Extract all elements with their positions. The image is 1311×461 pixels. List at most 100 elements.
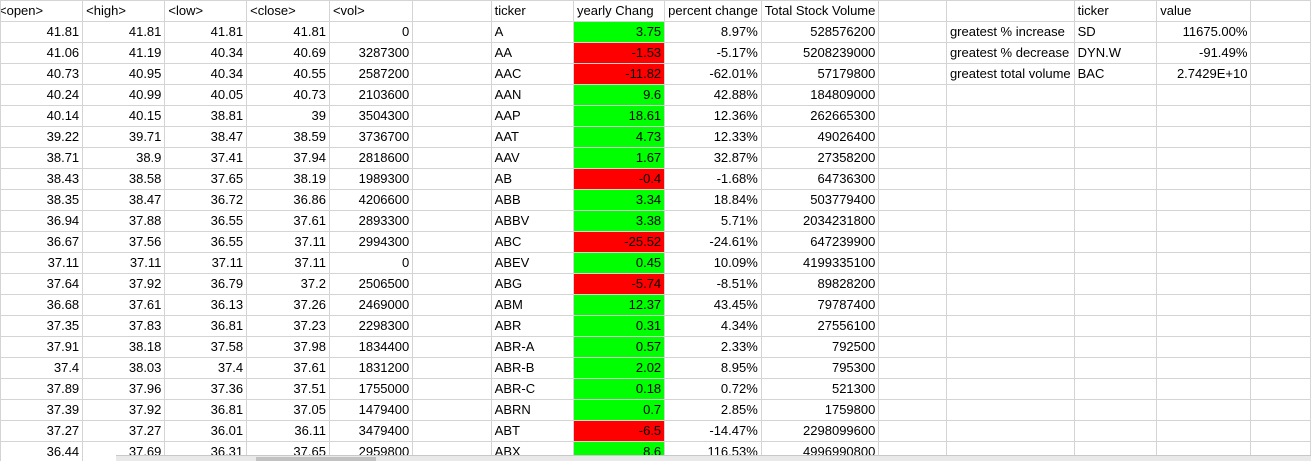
empty-cell[interactable] — [878, 273, 947, 295]
cell-vol[interactable]: 1479400 — [328, 399, 414, 421]
cell-percent-change[interactable]: 5.71% — [664, 210, 762, 232]
empty-cell[interactable] — [945, 399, 1075, 421]
horizontal-scrollbar[interactable] — [116, 455, 1311, 461]
empty-cell[interactable] — [1156, 105, 1252, 127]
empty-cell[interactable] — [412, 84, 492, 106]
cell-high[interactable]: 40.99 — [82, 84, 166, 106]
empty-cell[interactable] — [878, 357, 947, 379]
empty-cell[interactable] — [412, 0, 492, 22]
cell-total-volume[interactable]: 1759800 — [760, 399, 880, 421]
empty-cell[interactable] — [878, 210, 947, 232]
empty-cell[interactable] — [945, 189, 1075, 211]
empty-cell[interactable] — [945, 294, 1075, 316]
empty-cell[interactable] — [412, 252, 492, 274]
cell-open[interactable]: 40.24 — [0, 84, 84, 106]
cell-total-volume[interactable]: 521300 — [760, 378, 880, 400]
empty-cell[interactable] — [945, 357, 1075, 379]
empty-cell[interactable] — [1156, 273, 1252, 295]
empty-cell[interactable] — [1250, 420, 1311, 442]
header-summary-ticker[interactable]: ticker — [1073, 0, 1158, 22]
cell-open[interactable]: 37.27 — [0, 420, 84, 442]
cell-close[interactable]: 40.69 — [246, 42, 330, 64]
cell-yearly-change[interactable]: 3.38 — [572, 210, 666, 232]
cell-low[interactable]: 36.79 — [164, 273, 248, 295]
empty-cell[interactable] — [878, 315, 947, 337]
header-low[interactable]: <low> — [164, 0, 248, 22]
empty-cell[interactable] — [412, 399, 492, 421]
empty-cell[interactable] — [412, 21, 492, 43]
cell-open[interactable]: 37.4 — [0, 357, 84, 379]
empty-cell[interactable] — [878, 63, 947, 85]
empty-cell[interactable] — [412, 273, 492, 295]
cell-percent-change[interactable]: 2.85% — [664, 399, 762, 421]
empty-cell[interactable] — [878, 147, 947, 169]
header-yearly-change[interactable]: yearly Chang — [572, 0, 666, 22]
cell-vol[interactable]: 3736700 — [328, 126, 414, 148]
empty-cell[interactable] — [878, 420, 947, 442]
empty-cell[interactable] — [878, 399, 947, 421]
cell-total-volume[interactable]: 528576200 — [760, 21, 880, 43]
cell-total-volume[interactable]: 49026400 — [760, 126, 880, 148]
cell-vol[interactable]: 2469000 — [328, 294, 414, 316]
cell-high[interactable]: 37.83 — [82, 315, 166, 337]
cell-vol[interactable]: 3479400 — [328, 420, 414, 442]
cell-low[interactable]: 37.36 — [164, 378, 248, 400]
cell-vol[interactable]: 1831200 — [328, 357, 414, 379]
empty-cell[interactable] — [1156, 84, 1252, 106]
cell-ticker[interactable]: AB — [490, 168, 574, 190]
cell-low[interactable]: 37.58 — [164, 336, 248, 358]
header-ticker[interactable]: ticker — [490, 0, 574, 22]
empty-cell[interactable] — [412, 126, 492, 148]
empty-cell[interactable] — [1073, 378, 1158, 400]
cell-close[interactable]: 37.26 — [246, 294, 330, 316]
cell-high[interactable]: 37.56 — [82, 231, 166, 253]
empty-cell[interactable] — [1250, 357, 1311, 379]
cell-low[interactable]: 36.01 — [164, 420, 248, 442]
empty-cell[interactable] — [878, 252, 947, 274]
cell-ticker[interactable]: ABBV — [490, 210, 574, 232]
cell-close[interactable]: 37.61 — [246, 357, 330, 379]
empty-cell[interactable] — [1250, 294, 1311, 316]
header-high[interactable]: <high> — [82, 0, 166, 22]
cell-yearly-change[interactable]: 9.6 — [572, 84, 666, 106]
cell-percent-change[interactable]: 4.34% — [664, 315, 762, 337]
cell-ticker[interactable]: ABR — [490, 315, 574, 337]
cell-high[interactable]: 41.81 — [82, 21, 166, 43]
empty-cell[interactable] — [1250, 336, 1311, 358]
cell-yearly-change[interactable]: 18.61 — [572, 105, 666, 127]
cell-close[interactable]: 37.23 — [246, 315, 330, 337]
cell-close[interactable]: 37.51 — [246, 378, 330, 400]
header-total-volume[interactable]: Total Stock Volume — [760, 0, 880, 22]
cell-vol[interactable]: 2506500 — [328, 273, 414, 295]
cell-total-volume[interactable]: 262665300 — [760, 105, 880, 127]
cell-vol[interactable]: 3504300 — [328, 105, 414, 127]
cell-vol[interactable]: 2893300 — [328, 210, 414, 232]
cell-ticker[interactable]: AAT — [490, 126, 574, 148]
cell-low[interactable]: 40.05 — [164, 84, 248, 106]
cell-yearly-change[interactable]: -5.74 — [572, 273, 666, 295]
empty-cell[interactable] — [1156, 378, 1252, 400]
cell-low[interactable]: 36.72 — [164, 189, 248, 211]
cell-close[interactable]: 37.61 — [246, 210, 330, 232]
cell-open[interactable]: 38.35 — [0, 189, 84, 211]
cell-total-volume[interactable]: 64736300 — [760, 168, 880, 190]
cell-percent-change[interactable]: 0.72% — [664, 378, 762, 400]
empty-cell[interactable] — [1156, 210, 1252, 232]
cell-ticker[interactable]: AA — [490, 42, 574, 64]
cell-vol[interactable]: 0 — [328, 21, 414, 43]
cell-percent-change[interactable]: -8.51% — [664, 273, 762, 295]
cell-low[interactable]: 36.81 — [164, 399, 248, 421]
empty-cell[interactable] — [1073, 147, 1158, 169]
cell-total-volume[interactable]: 27556100 — [760, 315, 880, 337]
cell-ticker[interactable]: AAN — [490, 84, 574, 106]
cell-low[interactable]: 36.55 — [164, 231, 248, 253]
cell-vol[interactable]: 1834400 — [328, 336, 414, 358]
cell-high[interactable]: 37.92 — [82, 273, 166, 295]
cell-total-volume[interactable]: 5208239000 — [760, 42, 880, 64]
empty-cell[interactable] — [878, 105, 947, 127]
empty-cell[interactable] — [945, 105, 1075, 127]
cell-vol[interactable]: 2103600 — [328, 84, 414, 106]
empty-cell[interactable] — [1073, 294, 1158, 316]
empty-cell[interactable] — [945, 336, 1075, 358]
cell-close[interactable]: 39 — [246, 105, 330, 127]
